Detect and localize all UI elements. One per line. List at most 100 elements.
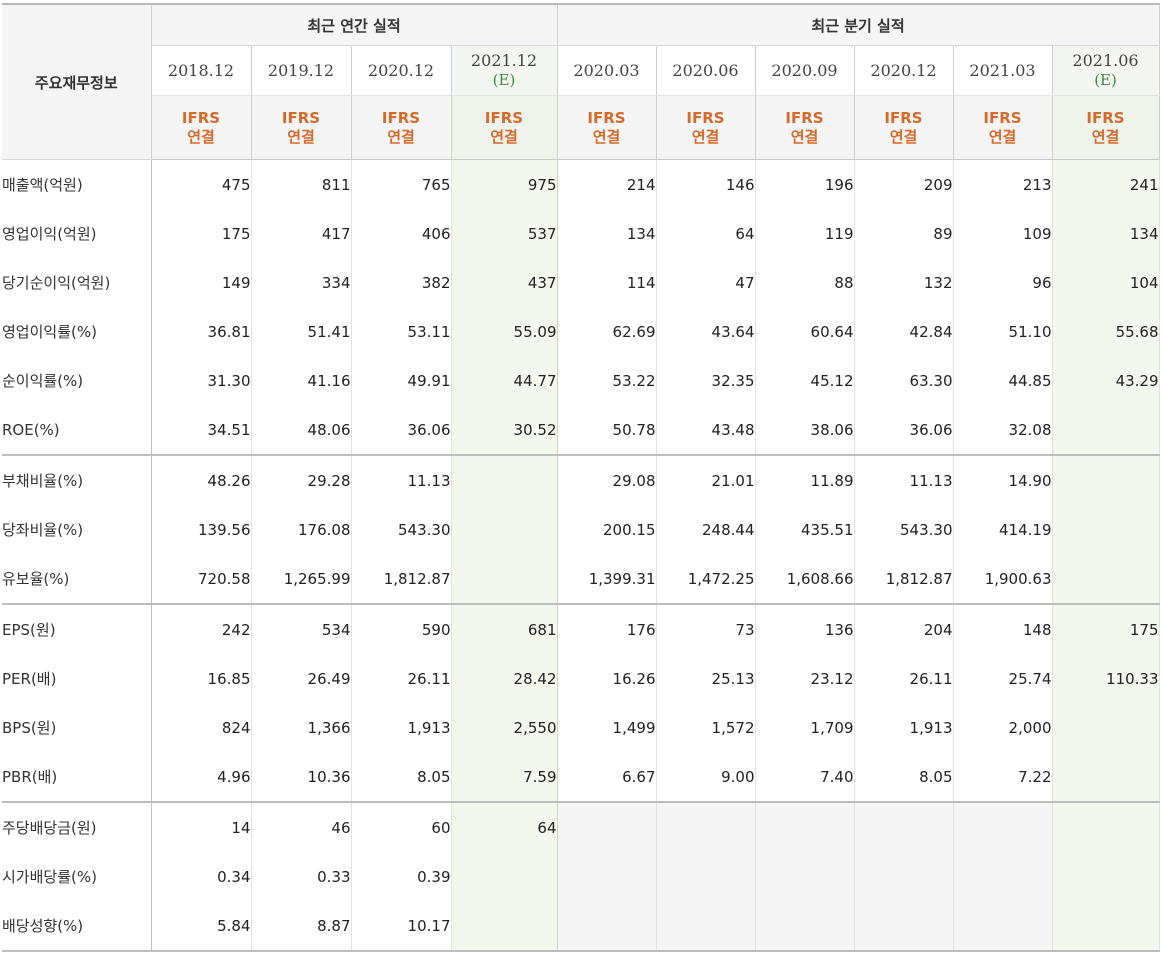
value-cell: 148 (953, 603, 1053, 654)
table-row: 시가배당률(%) 0.34 0.33 0.39 (2, 852, 1160, 901)
table-row: 부채비율(%) 48.26 29.28 11.13 29.08 21.01 11.89 11.… (2, 454, 1160, 505)
value-cell: 64 (451, 801, 558, 852)
value-cell (755, 901, 855, 952)
value-cell: 1,572 (656, 703, 756, 752)
row-label: 시가배당률(%) (2, 852, 152, 901)
value-cell (557, 801, 657, 852)
period-header: 2020.12 (351, 45, 452, 96)
value-cell: 543.30 (351, 505, 452, 554)
value-cell: 475 (151, 159, 252, 209)
value-cell: 0.33 (251, 852, 352, 901)
period-header: 2021.12 (E) (451, 45, 558, 96)
value-cell: 73 (656, 603, 756, 654)
value-cell: 51.10 (953, 307, 1053, 356)
value-cell: 55.09 (451, 307, 558, 356)
value-cell: 28.42 (451, 654, 558, 703)
period-date: 2020.03 (573, 60, 640, 80)
row-label: PER(배) (2, 654, 152, 703)
table-row: 당기순이익(억원) 149 334 382 437 114 47 88 132 96 104 (2, 258, 1160, 307)
value-cell: 720.58 (151, 554, 252, 604)
value-cell: 136 (755, 603, 855, 654)
value-cell: 1,812.87 (854, 554, 954, 604)
table-row: PER(배) 16.85 26.49 26.11 28.42 16.26 25.13 23.1… (2, 654, 1160, 703)
period-date: 2020.12 (870, 60, 937, 80)
value-cell: 34.51 (151, 405, 252, 455)
value-cell (1052, 505, 1160, 554)
value-cell: 4.96 (151, 752, 252, 802)
table-row: EPS(원) 242 534 590 681 176 73 136 204 148 175 (2, 603, 1160, 654)
row-label: EPS(원) (2, 603, 152, 654)
value-cell: 1,608.66 (755, 554, 855, 604)
value-cell: 49.91 (351, 356, 452, 405)
accounting-basis-header: IFRS 연결 (351, 95, 452, 160)
value-cell: 48.06 (251, 405, 352, 455)
accounting-basis-header: IFRS 연결 (557, 95, 657, 160)
accounting-basis-header: IFRS 연결 (451, 95, 558, 160)
value-cell: 14.90 (953, 454, 1053, 505)
period-date: 2020.09 (771, 60, 838, 80)
period-header: 2021.06 (E) (1052, 45, 1160, 96)
value-cell: 2,000 (953, 703, 1053, 752)
value-cell: 1,472.25 (656, 554, 756, 604)
value-cell: 8.05 (351, 752, 452, 802)
value-cell: 62.69 (557, 307, 657, 356)
value-cell: 134 (557, 209, 657, 258)
basis-scope: 연결 (287, 127, 315, 146)
accounting-basis-header: IFRS 연결 (251, 95, 352, 160)
value-cell: 248.44 (656, 505, 756, 554)
value-cell: 139.56 (151, 505, 252, 554)
value-cell (953, 852, 1053, 901)
period-date: 2020.06 (672, 60, 739, 80)
period-date: 2019.12 (267, 60, 335, 80)
value-cell: 7.22 (953, 752, 1053, 802)
basis-standard: IFRS (381, 108, 421, 127)
annual-group-header: 최근 연간 실적 (151, 3, 558, 46)
value-cell: 1,399.31 (557, 554, 657, 604)
value-cell: 8.05 (854, 752, 954, 802)
period-header: 2020.12 (854, 45, 954, 96)
value-cell (656, 901, 756, 952)
accounting-basis-header: IFRS 연결 (854, 95, 954, 160)
value-cell: 44.77 (451, 356, 558, 405)
value-cell: 43.48 (656, 405, 756, 455)
table-row: 유보율(%) 720.58 1,265.99 1,812.87 1,399.31 1,47… (2, 554, 1160, 604)
value-cell: 43.29 (1052, 356, 1160, 405)
value-cell: 25.74 (953, 654, 1053, 703)
estimate-marker: (E) (1094, 71, 1117, 90)
value-cell: 437 (451, 258, 558, 307)
value-cell: 104 (1052, 258, 1160, 307)
value-cell (953, 801, 1053, 852)
table-row: 배당성향(%) 5.84 8.87 10.17 (2, 901, 1160, 952)
value-cell: 811 (251, 159, 352, 209)
basis-scope: 연결 (490, 127, 518, 146)
basis-scope: 연결 (988, 127, 1017, 146)
value-cell: 176.08 (251, 505, 352, 554)
value-cell: 8.87 (251, 901, 352, 952)
value-cell (755, 801, 855, 852)
basis-scope: 연결 (889, 127, 918, 146)
table-row: 매출액(억원) 475 811 765 975 214 146 196 209 213 241 (2, 159, 1160, 209)
basis-standard: IFRS (181, 108, 221, 127)
value-cell (1052, 454, 1160, 505)
table-row: PBR(배) 4.96 10.36 8.05 7.59 6.67 9.00 7.40 8.05 7… (2, 752, 1160, 802)
value-cell: 55.68 (1052, 307, 1160, 356)
basis-standard: IFRS (884, 108, 923, 127)
value-cell: 0.39 (351, 852, 452, 901)
value-cell: 765 (351, 159, 452, 209)
value-cell: 406 (351, 209, 452, 258)
value-cell: 47 (656, 258, 756, 307)
row-label: ROE(%) (2, 405, 152, 455)
value-cell: 11.13 (351, 454, 452, 505)
value-cell: 30.52 (451, 405, 558, 455)
value-cell: 334 (251, 258, 352, 307)
value-cell: 1,265.99 (251, 554, 352, 604)
value-cell (451, 901, 558, 952)
basis-standard: IFRS (587, 108, 626, 127)
value-cell: 204 (854, 603, 954, 654)
table-row: 영업이익(억원) 175 417 406 537 134 64 119 89 109 134 (2, 209, 1160, 258)
value-cell: 9.00 (656, 752, 756, 802)
value-cell: 36.81 (151, 307, 252, 356)
value-cell (1052, 852, 1160, 901)
basis-standard: IFRS (281, 108, 321, 127)
value-cell: 89 (854, 209, 954, 258)
